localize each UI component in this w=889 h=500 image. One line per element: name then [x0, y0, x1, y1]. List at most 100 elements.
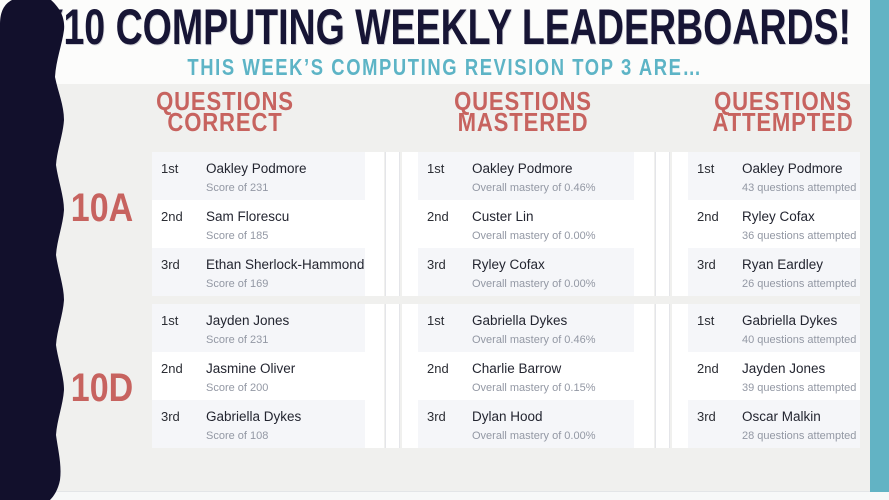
leaderboard-10a-questions-correct: 1st Oakley Podmore Score of 231 2nd Sam …: [152, 152, 384, 296]
leaderboard-row: 3rd Gabriella Dykes Score of 108: [152, 400, 365, 448]
rank-label: 2nd: [161, 361, 183, 376]
rank-label: 3rd: [161, 409, 180, 424]
separator-strip: [655, 152, 670, 296]
leaderboard-row: 2nd Sam Florescu Score of 185: [152, 200, 365, 248]
score-detail: Score of 200: [206, 382, 269, 394]
score-detail: 36 questions attempted: [742, 230, 857, 242]
leaderboard-row: 2nd Custer Lin Overall mastery of 0.00%: [418, 200, 634, 248]
leaderboard-row: 3rd Oscar Malkin 28 questions attempted: [688, 400, 860, 448]
separator-strip: [385, 304, 400, 448]
column-header-questions-correct: QUESTIONS CORRECT: [132, 86, 319, 137]
student-name: Jayden Jones: [206, 313, 290, 328]
student-name: Custer Lin: [472, 209, 534, 224]
group-label-10d: 10D: [70, 366, 134, 410]
student-name: Gabriella Dykes: [742, 313, 838, 328]
student-name: Jasmine Oliver: [206, 361, 296, 376]
leaderboard-row: 3rd Dylan Hood Overall mastery of 0.00%: [418, 400, 634, 448]
student-name: Oscar Malkin: [742, 409, 821, 424]
leaderboard-row: 1st Oakley Podmore 43 questions attempte…: [688, 152, 860, 200]
student-name: Jayden Jones: [742, 361, 826, 376]
score-detail: Overall mastery of 0.46%: [472, 182, 596, 194]
leaderboard-row: 1st Gabriella Dykes 40 questions attempt…: [688, 304, 860, 352]
leaderboard-row: 2nd Jasmine Oliver Score of 200: [152, 352, 365, 400]
page-subtitle: THIS WEEK’S COMPUTING REVISION TOP 3 ARE…: [186, 54, 703, 80]
leaderboard-10a-questions-mastered: 1st Oakley Podmore Overall mastery of 0.…: [402, 152, 654, 296]
student-name: Oakley Podmore: [742, 161, 843, 176]
score-detail: Score of 231: [206, 182, 269, 194]
rank-label: 1st: [697, 313, 715, 328]
student-name: Ryley Cofax: [742, 209, 815, 224]
leaderboard-row: 3rd Ryley Cofax Overall mastery of 0.00%: [418, 248, 634, 296]
separator-strip: [385, 152, 400, 296]
rank-label: 2nd: [697, 361, 719, 376]
student-name: Oakley Podmore: [206, 161, 307, 176]
leaderboard-row: 1st Oakley Podmore Overall mastery of 0.…: [418, 152, 634, 200]
score-detail: Overall mastery of 0.46%: [472, 334, 596, 346]
column-header-line: QUESTIONS: [714, 86, 852, 116]
score-detail: Overall mastery of 0.00%: [472, 230, 596, 242]
right-accent-strip: [870, 0, 889, 492]
group-label-10a: 10A: [70, 186, 134, 230]
score-detail: 43 questions attempted: [742, 182, 857, 194]
rank-label: 3rd: [161, 257, 180, 272]
score-detail: Score of 231: [206, 334, 269, 346]
column-header-questions-attempted: QUESTIONS ATTEMPTED: [690, 86, 877, 137]
rank-label: 2nd: [697, 209, 719, 224]
column-header-line: CORRECT: [167, 107, 283, 137]
leaderboard-row: 2nd Jayden Jones 39 questions attempted: [688, 352, 860, 400]
page-title: Y10 COMPUTING WEEKLY LEADERBOARDS!: [38, 0, 851, 55]
leaderboard-10d-questions-correct: 1st Jayden Jones Score of 231 2nd Jasmin…: [152, 304, 384, 448]
bottom-strip: [0, 491, 889, 500]
score-detail: Overall mastery of 0.15%: [472, 382, 596, 394]
student-name: Ethan Sherlock-Hammond: [206, 257, 365, 272]
student-name: Sam Florescu: [206, 209, 290, 224]
separator-strip: [655, 304, 670, 448]
rank-label: 1st: [427, 161, 445, 176]
rank-label: 1st: [161, 313, 179, 328]
column-header-questions-mastered: QUESTIONS MASTERED: [430, 86, 617, 137]
left-wave-decoration: [0, 0, 65, 500]
score-detail: 40 questions attempted: [742, 334, 857, 346]
rank-label: 3rd: [427, 257, 446, 272]
leaderboard-row: 1st Oakley Podmore Score of 231: [152, 152, 365, 200]
score-detail: Score of 108: [206, 430, 269, 442]
column-header-line: QUESTIONS: [454, 86, 592, 116]
leaderboard-row: 3rd Ethan Sherlock-Hammond Score of 169: [152, 248, 365, 296]
column-header-line: ATTEMPTED: [712, 107, 854, 137]
rank-label: 3rd: [697, 257, 716, 272]
leaderboard-row: 1st Jayden Jones Score of 231: [152, 304, 365, 352]
leaderboard-10d-questions-attempted: 1st Gabriella Dykes 40 questions attempt…: [672, 304, 860, 448]
leaderboard-row: 2nd Charlie Barrow Overall mastery of 0.…: [418, 352, 634, 400]
leaderboard-10d-questions-mastered: 1st Gabriella Dykes Overall mastery of 0…: [402, 304, 654, 448]
column-header-line: MASTERED: [457, 107, 589, 137]
rank-label: 1st: [427, 313, 445, 328]
column-header-line: QUESTIONS: [156, 86, 294, 116]
student-name: Dylan Hood: [472, 409, 543, 424]
rank-label: 2nd: [427, 209, 449, 224]
rank-label: 2nd: [161, 209, 183, 224]
leaderboard-10a-questions-attempted: 1st Oakley Podmore 43 questions attempte…: [672, 152, 860, 296]
score-detail: Score of 169: [206, 278, 269, 290]
rank-label: 1st: [161, 161, 179, 176]
score-detail: 39 questions attempted: [742, 382, 857, 394]
student-name: Ryley Cofax: [472, 257, 545, 272]
header-band: Y10 COMPUTING WEEKLY LEADERBOARDS! THIS …: [0, 0, 889, 84]
score-detail: 28 questions attempted: [742, 430, 857, 442]
score-detail: Overall mastery of 0.00%: [472, 278, 596, 290]
rank-label: 2nd: [427, 361, 449, 376]
student-name: Oakley Podmore: [472, 161, 573, 176]
rank-label: 3rd: [697, 409, 716, 424]
leaderboard-row: 2nd Ryley Cofax 36 questions attempted: [688, 200, 860, 248]
rank-label: 1st: [697, 161, 715, 176]
rank-label: 3rd: [427, 409, 446, 424]
student-name: Ryan Eardley: [742, 257, 824, 272]
score-detail: Score of 185: [206, 230, 269, 242]
student-name: Gabriella Dykes: [472, 313, 568, 328]
leaderboard-row: 1st Gabriella Dykes Overall mastery of 0…: [418, 304, 634, 352]
student-name: Gabriella Dykes: [206, 409, 302, 424]
score-detail: 26 questions attempted: [742, 278, 857, 290]
score-detail: Overall mastery of 0.00%: [472, 430, 596, 442]
leaderboard-row: 3rd Ryan Eardley 26 questions attempted: [688, 248, 860, 296]
student-name: Charlie Barrow: [472, 361, 562, 376]
